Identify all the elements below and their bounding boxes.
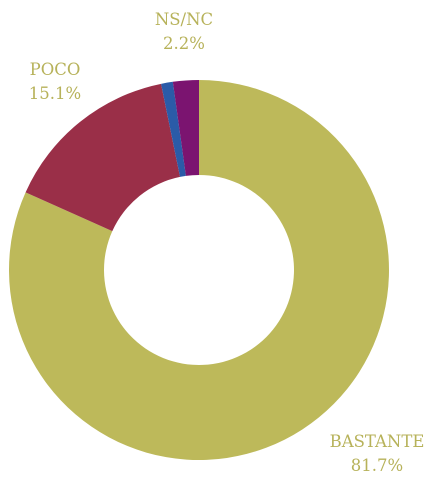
slice-dk [161,81,186,177]
slice-nsnc [172,80,199,176]
donut-slices [9,80,390,460]
slice-bastante-value: 81.7% [351,456,403,475]
slice-poco [25,83,181,232]
slice-labels: BASTANTE 81.7% POCO 15.1% NS/NC 2.2% [29,10,425,475]
slice-poco-label: POCO [30,60,81,79]
slice-bastante [9,80,390,460]
slice-nsnc-label: NS/NC [155,10,213,29]
slice-nsnc-value: 2.2% [163,34,205,53]
slice-bastante-label: BASTANTE [330,432,425,451]
slice-poco-value: 15.1% [29,84,81,103]
